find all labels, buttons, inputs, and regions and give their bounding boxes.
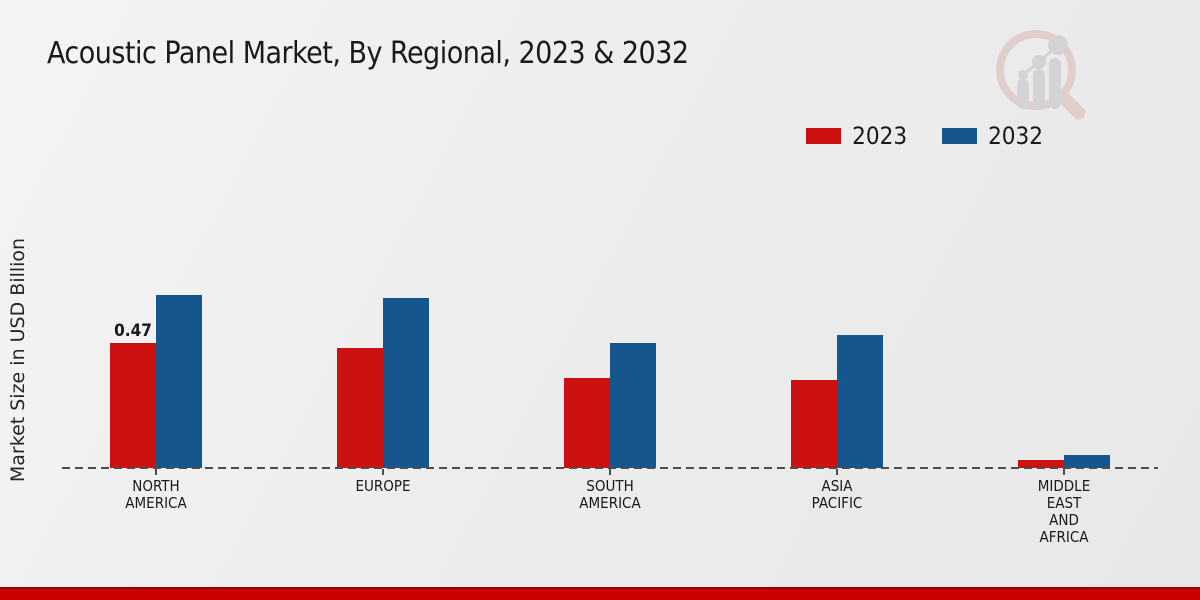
legend-item-2023: 2023 [806, 122, 907, 150]
legend-swatch-2023 [806, 128, 842, 144]
bar-2032-europe [383, 298, 429, 468]
category-tick [836, 469, 838, 475]
bar-2023-north-america [110, 343, 156, 468]
footer-red-band [0, 587, 1200, 600]
legend-item-2032: 2032 [942, 122, 1043, 150]
bar-2032-middle-east-and-africa [1064, 455, 1110, 468]
legend-label-2032: 2032 [988, 122, 1043, 150]
bar-2023-south-america [564, 378, 610, 468]
category-tick [609, 469, 611, 475]
chart-title: Acoustic Panel Market, By Regional, 2023… [47, 36, 689, 71]
legend: 2023 2032 [806, 122, 1043, 150]
category-label-north-america: NORTH AMERICA [125, 477, 187, 512]
legend-swatch-2032 [942, 128, 978, 144]
magnifier-bar-chart-logo-icon [996, 30, 1086, 120]
category-tick [155, 469, 157, 475]
category-label-middle-east-and-africa: MIDDLE EAST AND AFRICA [1037, 477, 1091, 546]
bar-2032-north-america [156, 295, 202, 468]
bar-2032-south-america [610, 343, 656, 468]
bar-2023-europe [337, 348, 383, 468]
category-tick [1063, 469, 1065, 475]
category-tick [382, 469, 384, 475]
bar-value-label: 0.47 [114, 321, 152, 341]
bar-2023-asia-pacific [791, 380, 837, 468]
bar-2032-asia-pacific [837, 335, 883, 468]
x-axis-dashed-line [62, 467, 1158, 469]
legend-label-2023: 2023 [852, 122, 908, 150]
category-label-south-america: SOUTH AMERICA [579, 477, 641, 512]
category-label-europe: EUROPE [355, 477, 411, 495]
bar-2023-middle-east-and-africa [1018, 460, 1064, 468]
category-label-asia-pacific: ASIA PACIFIC [811, 477, 863, 512]
